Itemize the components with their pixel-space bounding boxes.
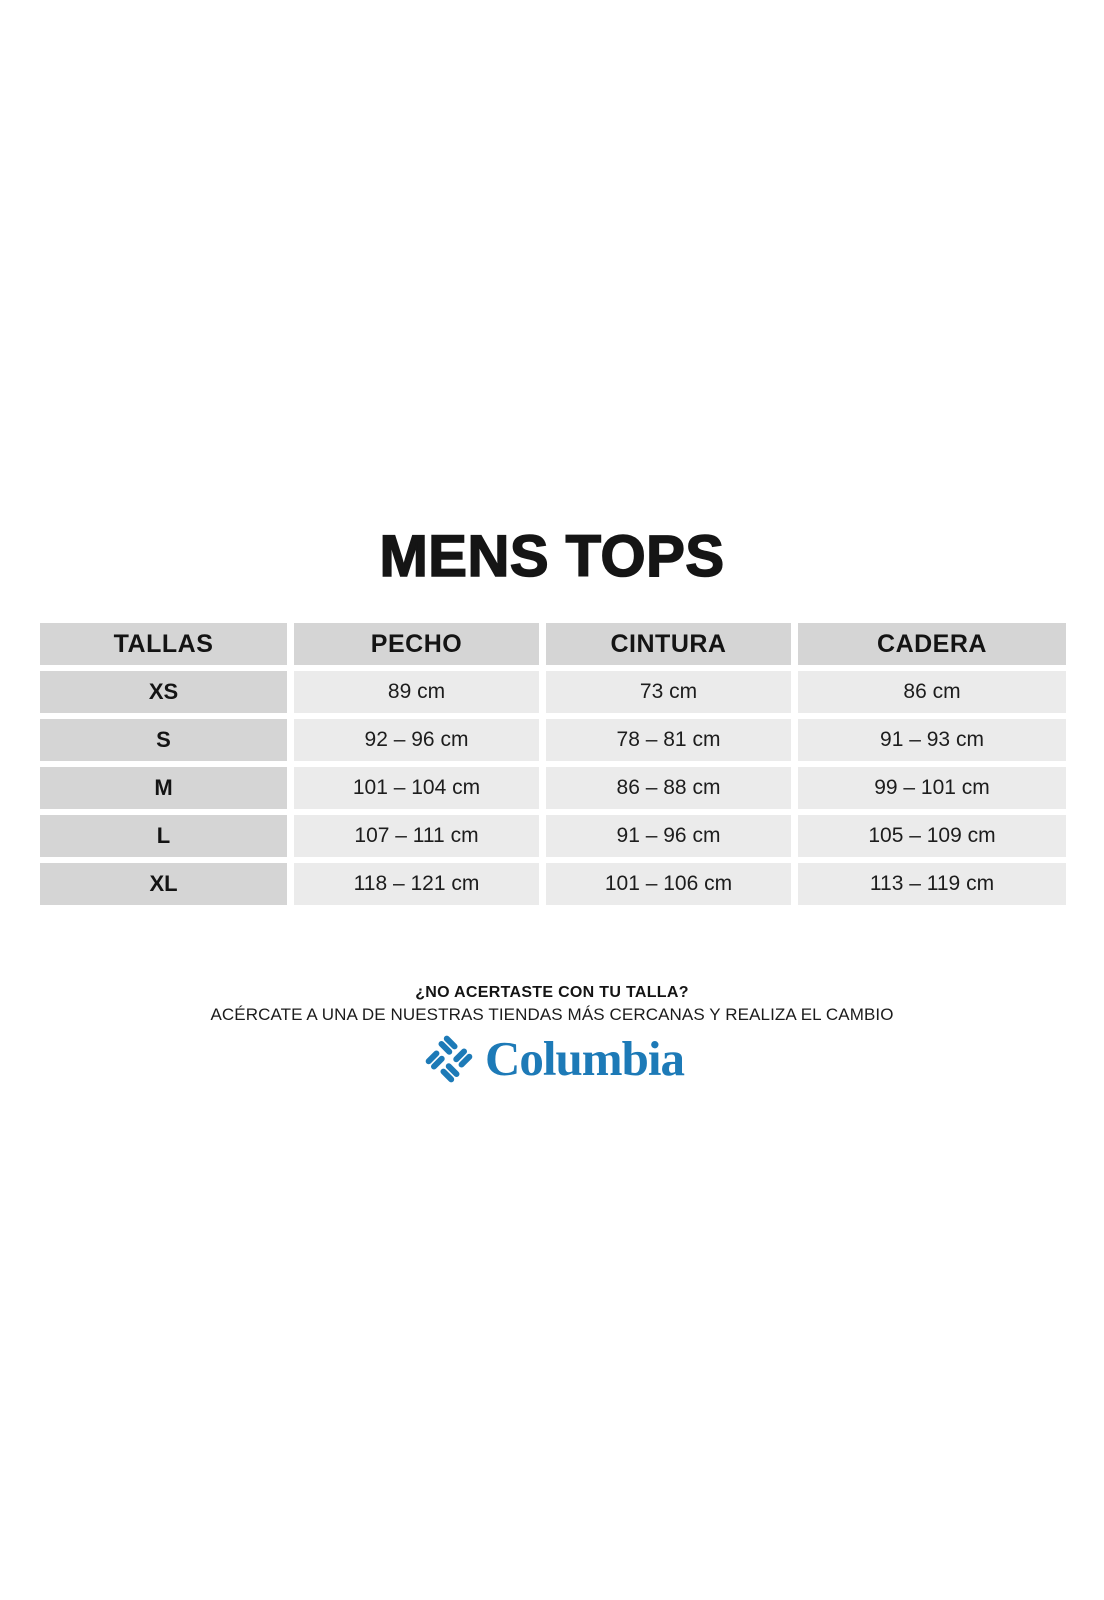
cintura-cell: 86 – 88 cm <box>546 767 791 809</box>
column-header-cadera: CADERA <box>798 623 1066 665</box>
page-title: MENS TOPS <box>379 524 725 589</box>
cadera-cell: 105 – 109 cm <box>798 815 1066 857</box>
cadera-cell: 91 – 93 cm <box>798 719 1066 761</box>
size-cell: L <box>40 815 287 857</box>
cadera-cell: 113 – 119 cm <box>798 863 1066 905</box>
footer-question: ¿NO ACERTASTE CON TU TALLA? <box>415 984 689 1001</box>
column-header-pecho: PECHO <box>294 623 539 665</box>
size-table: TALLAS PECHO CINTURA CADERA XS 89 cm 73 … <box>40 623 1066 905</box>
pecho-cell: 107 – 111 cm <box>294 815 539 857</box>
footer-instruction: ACÉRCATE A UNA DE NUESTRAS TIENDAS MÁS C… <box>210 1005 894 1024</box>
columbia-wordmark: Columbia <box>485 1031 685 1086</box>
pecho-cell: 92 – 96 cm <box>294 719 539 761</box>
columbia-diamond-icon <box>425 1035 473 1083</box>
pecho-cell: 89 cm <box>294 671 539 713</box>
size-cell: S <box>40 719 287 761</box>
pecho-cell: 101 – 104 cm <box>294 767 539 809</box>
cintura-cell: 73 cm <box>546 671 791 713</box>
column-header-cintura: CINTURA <box>546 623 791 665</box>
size-cell: XS <box>40 671 287 713</box>
cintura-cell: 91 – 96 cm <box>546 815 791 857</box>
columbia-logo: Columbia <box>0 1028 1104 1090</box>
cadera-cell: 99 – 101 cm <box>798 767 1066 809</box>
cintura-cell: 78 – 81 cm <box>546 719 791 761</box>
cadera-cell: 86 cm <box>798 671 1066 713</box>
column-header-tallas: TALLAS <box>40 623 287 665</box>
cintura-cell: 101 – 106 cm <box>546 863 791 905</box>
size-cell: M <box>40 767 287 809</box>
pecho-cell: 118 – 121 cm <box>294 863 539 905</box>
size-cell: XL <box>40 863 287 905</box>
